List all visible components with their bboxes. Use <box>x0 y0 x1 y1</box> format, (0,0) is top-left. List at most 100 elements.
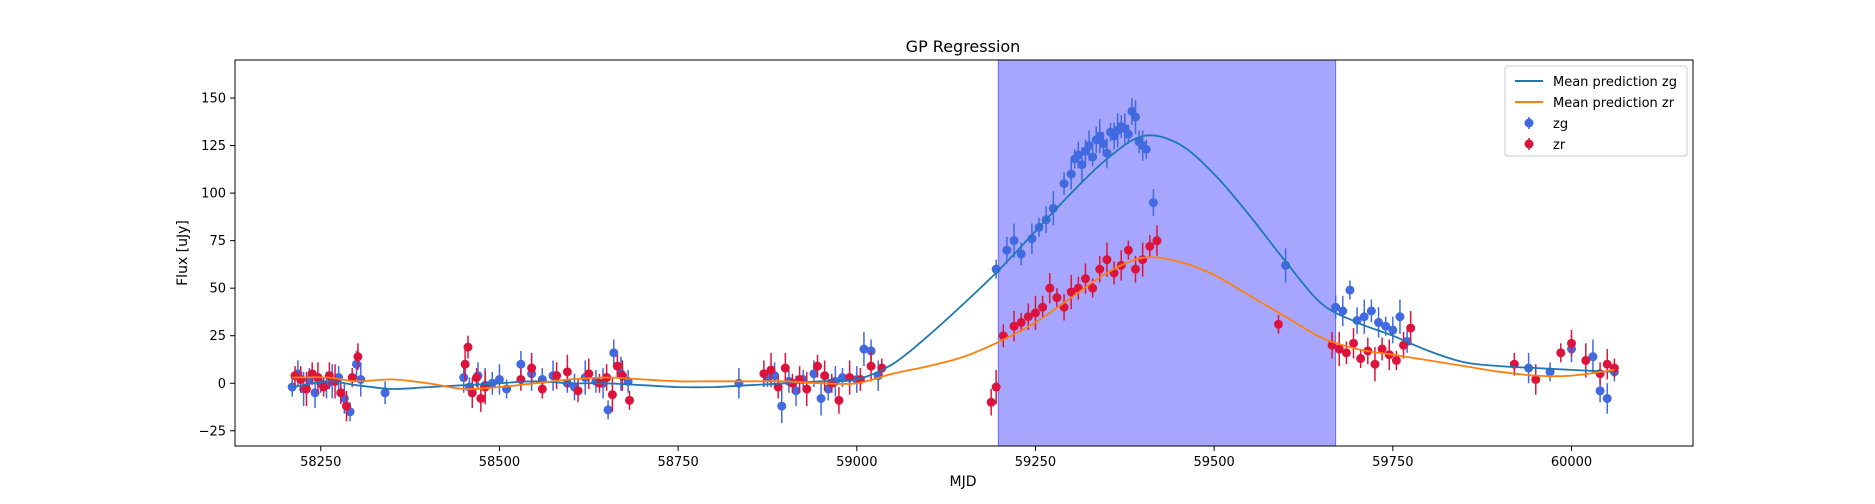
data-point <box>1141 144 1151 154</box>
data-point <box>459 373 469 383</box>
data-point <box>1131 264 1141 274</box>
data-point <box>1602 393 1612 403</box>
data-point <box>1331 302 1341 312</box>
legend-point-swatch <box>1524 139 1534 149</box>
data-point <box>1131 112 1141 122</box>
data-point <box>1366 306 1376 316</box>
data-point <box>1059 179 1069 189</box>
data-point <box>467 388 477 398</box>
data-point <box>1066 169 1076 179</box>
data-point <box>472 373 482 383</box>
data-point <box>1102 255 1112 265</box>
data-point <box>1341 348 1351 358</box>
data-point <box>1009 236 1019 246</box>
y-tick-label: 0 <box>218 377 226 392</box>
data-point <box>1002 245 1012 255</box>
data-point <box>859 344 869 354</box>
data-point <box>1023 312 1033 322</box>
data-point <box>866 361 876 371</box>
data-point <box>1016 249 1026 259</box>
data-point <box>1334 344 1344 354</box>
data-point <box>516 359 526 369</box>
series-zr-points <box>290 225 1619 422</box>
data-point <box>791 386 801 396</box>
data-point <box>341 401 351 411</box>
legend-label: zr <box>1553 138 1566 153</box>
x-tick-label: 58250 <box>300 455 341 470</box>
data-point <box>1531 374 1541 384</box>
data-point <box>1388 325 1398 335</box>
data-point <box>991 382 1001 392</box>
data-point <box>1088 152 1098 162</box>
data-point <box>812 361 822 371</box>
x-tick-label: 58500 <box>479 455 520 470</box>
data-point <box>1145 241 1155 251</box>
data-point <box>1016 317 1026 327</box>
data-point <box>766 365 776 375</box>
legend-point-swatch <box>1524 118 1534 128</box>
data-point <box>1377 344 1387 354</box>
y-tick-label: 100 <box>201 187 226 202</box>
data-point <box>773 382 783 392</box>
data-point <box>802 384 812 394</box>
y-tick-label: 150 <box>201 92 226 107</box>
data-point <box>1102 148 1112 158</box>
data-point <box>1370 359 1380 369</box>
legend-label: Mean prediction zr <box>1553 96 1675 111</box>
legend-label: zg <box>1553 117 1568 132</box>
data-point <box>460 359 470 369</box>
data-point <box>612 361 622 371</box>
data-point <box>838 373 847 383</box>
data-point <box>352 359 361 369</box>
chart-title: GP Regression <box>906 37 1021 56</box>
data-point <box>1084 141 1094 151</box>
data-point <box>1391 355 1401 365</box>
data-point <box>1081 274 1090 284</box>
data-point <box>986 397 996 407</box>
data-point <box>319 382 329 392</box>
data-point <box>603 405 613 415</box>
data-point <box>296 374 306 384</box>
data-point <box>1359 312 1369 322</box>
x-tick-label: 59500 <box>1193 455 1234 470</box>
x-axis-label: MJD <box>950 474 977 490</box>
y-tick-label: 25 <box>209 329 226 344</box>
x-tick-label: 59750 <box>1372 455 1413 470</box>
y-axis-label: Flux [uJy] <box>175 220 191 286</box>
data-point <box>834 395 844 405</box>
data-point <box>816 393 826 403</box>
data-point <box>1038 302 1048 312</box>
data-point <box>1077 160 1087 170</box>
data-point <box>1123 245 1133 255</box>
data-point <box>380 388 390 398</box>
data-point <box>609 348 619 358</box>
data-point <box>1152 236 1162 246</box>
plot-frame <box>234 59 1694 447</box>
legend-box <box>1504 65 1688 157</box>
data-point <box>336 388 346 398</box>
data-point <box>1098 139 1108 149</box>
data-point <box>809 369 819 379</box>
data-point <box>301 384 311 394</box>
data-point <box>347 373 357 383</box>
data-point <box>552 371 562 381</box>
data-point <box>1567 338 1576 348</box>
y-tick-label: −25 <box>199 424 226 439</box>
data-point <box>1556 348 1566 358</box>
data-point <box>777 401 787 411</box>
data-point <box>353 352 363 362</box>
data-point <box>1338 306 1348 316</box>
data-point <box>607 390 617 400</box>
data-point <box>820 371 830 381</box>
data-point <box>476 393 486 403</box>
data-point <box>1095 131 1105 141</box>
data-point <box>1273 319 1283 329</box>
data-point <box>537 384 547 394</box>
data-point <box>1381 321 1391 331</box>
data-point <box>1030 308 1040 318</box>
data-point <box>1052 293 1062 303</box>
data-point <box>562 367 572 377</box>
data-point <box>527 363 537 373</box>
